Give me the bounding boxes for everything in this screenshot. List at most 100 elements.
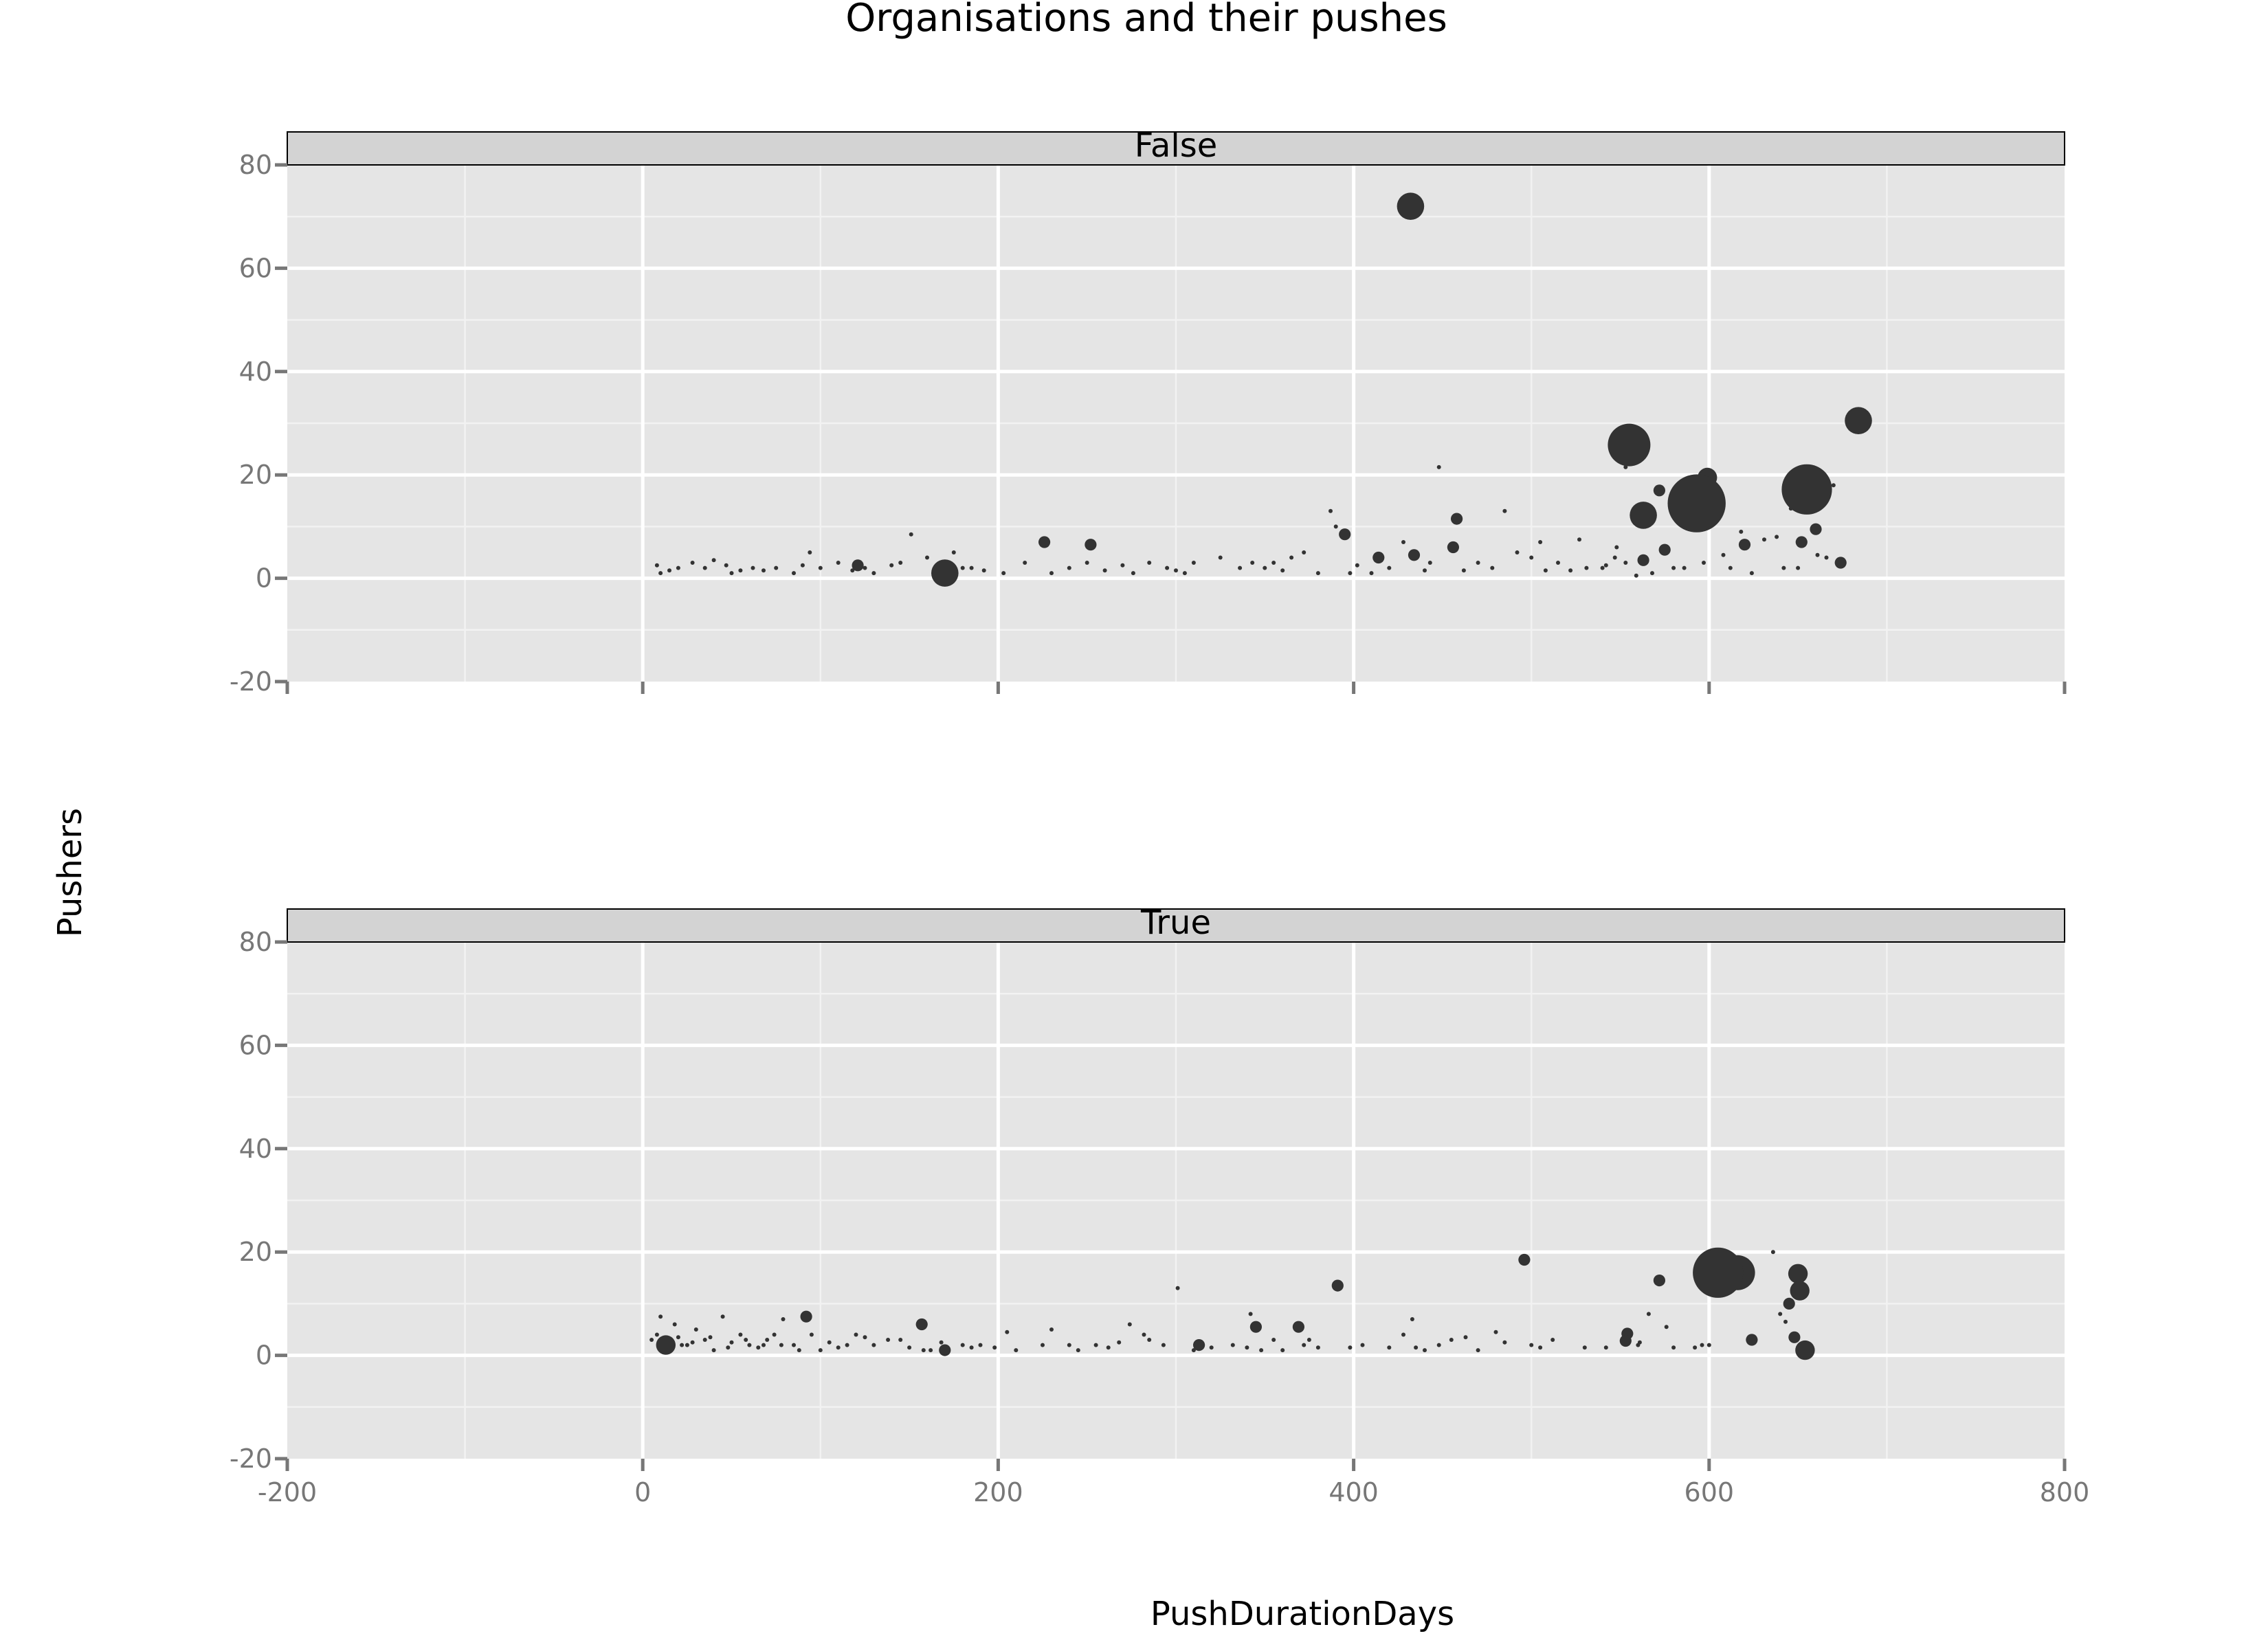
- data-point: [1248, 1312, 1253, 1316]
- data-point: [1550, 1338, 1555, 1342]
- data-point: [809, 1332, 814, 1337]
- data-point: [1067, 565, 1071, 570]
- data-point: [1476, 1348, 1480, 1353]
- y-tick-label: 20: [239, 460, 272, 490]
- data-point: [1746, 1334, 1758, 1346]
- data-point: [1706, 1343, 1711, 1347]
- data-point: [1502, 508, 1507, 513]
- facet-strip-label: False: [1135, 126, 1218, 165]
- data-point: [1408, 549, 1421, 561]
- data-point: [1001, 571, 1006, 576]
- data-point: [1584, 565, 1589, 570]
- data-point: [1302, 550, 1307, 554]
- data-point: [1449, 1338, 1454, 1342]
- data-point: [1529, 555, 1534, 560]
- y-tick-label: 80: [239, 927, 272, 957]
- facet-panel-0: False -20 0 20 40 60 80: [230, 126, 2067, 697]
- data-point: [1653, 1275, 1665, 1287]
- data-point: [1646, 1312, 1651, 1316]
- data-point: [1397, 192, 1425, 221]
- data-point: [1067, 1343, 1071, 1347]
- data-point: [1623, 561, 1628, 565]
- x-tick-label: -200: [258, 1477, 317, 1507]
- data-point: [951, 550, 956, 554]
- data-point: [1623, 464, 1628, 469]
- data-point: [1515, 550, 1520, 554]
- data-point: [1333, 524, 1338, 529]
- data-point: [1142, 1332, 1146, 1337]
- y-tick-label: 40: [239, 1134, 272, 1164]
- facet-strip: [287, 908, 2065, 943]
- data-point: [1191, 1348, 1196, 1353]
- data-point: [1174, 568, 1178, 573]
- data-point: [1529, 1343, 1534, 1347]
- data-point: [1778, 1312, 1783, 1316]
- data-point: [702, 1338, 707, 1342]
- y-axis-title: Pushers: [51, 808, 89, 937]
- data-point: [909, 532, 913, 537]
- data-point: [1667, 474, 1726, 532]
- data-point: [1005, 1330, 1010, 1334]
- data-point: [1582, 1345, 1587, 1350]
- data-point: [1447, 541, 1459, 554]
- y-tick-label: 60: [239, 253, 272, 283]
- data-point: [871, 571, 876, 576]
- data-point: [1749, 571, 1754, 576]
- data-point: [1165, 565, 1170, 570]
- data-point: [845, 1343, 849, 1347]
- data-point: [915, 1318, 928, 1331]
- y-tick-label: 0: [256, 1340, 272, 1371]
- data-point: [658, 1314, 663, 1319]
- data-point: [1568, 568, 1573, 573]
- data-point: [1127, 1322, 1132, 1327]
- data-point: [1810, 523, 1822, 535]
- data-point: [658, 571, 663, 576]
- data-point: [1263, 565, 1267, 570]
- data-point: [1600, 565, 1605, 570]
- data-point: [774, 565, 779, 570]
- data-point: [1463, 1335, 1468, 1340]
- data-point: [818, 1348, 823, 1353]
- data-point: [1493, 1330, 1498, 1334]
- data-point: [1824, 555, 1829, 560]
- data-point: [1653, 484, 1665, 497]
- data-point: [1250, 561, 1255, 565]
- data-point: [1538, 540, 1543, 544]
- data-point: [690, 1340, 695, 1345]
- data-point: [886, 1338, 891, 1342]
- data-point: [907, 1345, 912, 1350]
- data-point: [1315, 571, 1320, 576]
- data-point: [751, 565, 755, 570]
- y-tick-label: -20: [230, 1444, 272, 1474]
- data-point: [1490, 565, 1495, 570]
- data-point: [1038, 536, 1051, 548]
- data-point: [1387, 565, 1392, 570]
- data-point: [1783, 1319, 1788, 1324]
- data-point: [1161, 1343, 1166, 1347]
- data-point: [724, 563, 729, 568]
- data-point: [1436, 1343, 1441, 1347]
- data-point: [1328, 508, 1333, 513]
- data-point: [693, 1327, 698, 1332]
- data-point: [1788, 1331, 1801, 1343]
- data-point: [1815, 552, 1820, 557]
- data-point: [1775, 535, 1779, 539]
- data-point: [1664, 1325, 1669, 1330]
- data-point: [981, 568, 986, 573]
- data-point: [1436, 464, 1441, 469]
- data-point: [1781, 464, 1832, 515]
- data-point: [1476, 561, 1480, 565]
- data-point: [1693, 1247, 1744, 1298]
- data-point: [1348, 1345, 1353, 1350]
- data-point: [1427, 561, 1432, 565]
- data-point: [1230, 1343, 1235, 1347]
- data-point: [1131, 571, 1135, 576]
- data-point: [852, 559, 864, 572]
- data-point: [676, 565, 680, 570]
- data-point: [1738, 539, 1751, 551]
- data-point: [1085, 539, 1097, 551]
- data-point: [921, 1348, 926, 1353]
